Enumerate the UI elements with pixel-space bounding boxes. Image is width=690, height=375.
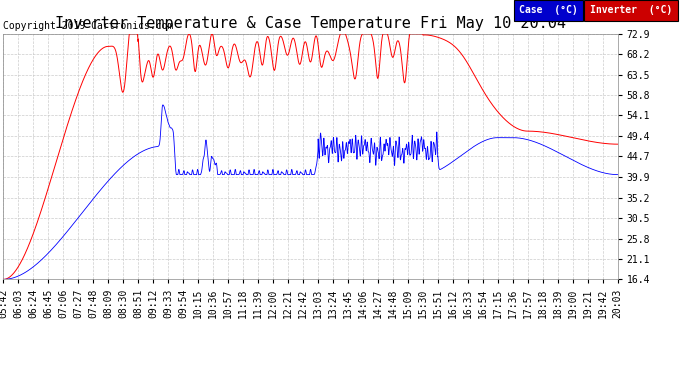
Text: Copyright 2019 Cartronics.com: Copyright 2019 Cartronics.com — [3, 21, 174, 31]
Text: Case  (°C): Case (°C) — [519, 5, 578, 15]
Title: Inverter Temperature & Case Temperature Fri May 10 20:04: Inverter Temperature & Case Temperature … — [55, 16, 566, 31]
Text: Inverter  (°C): Inverter (°C) — [590, 5, 672, 15]
